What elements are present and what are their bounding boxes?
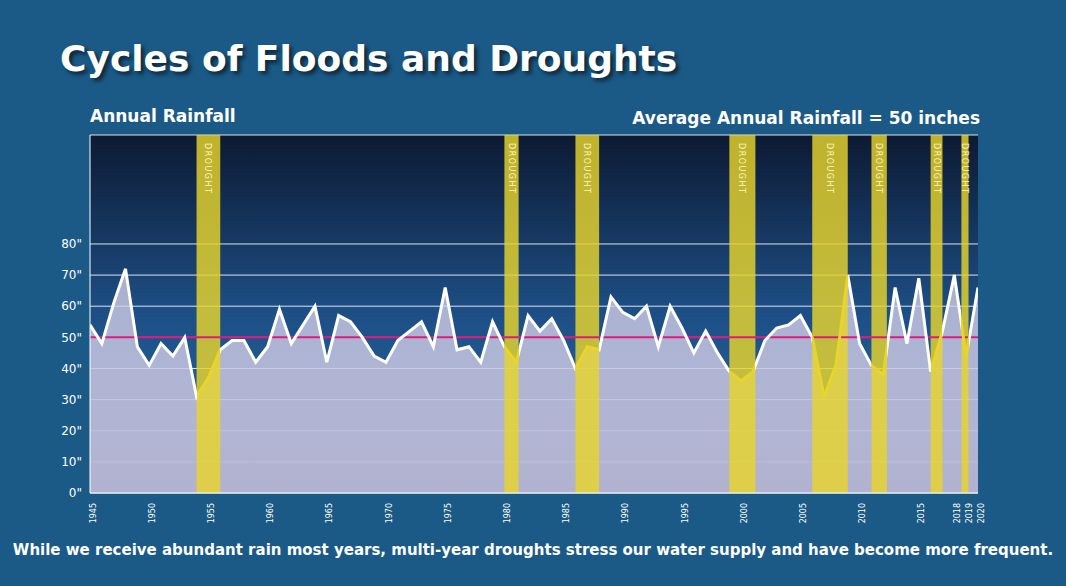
svg-text:1970: 1970 (385, 503, 394, 523)
svg-text:DROUGHT: DROUGHT (582, 143, 591, 194)
svg-text:DROUGHT: DROUGHT (737, 143, 746, 194)
svg-text:1950: 1950 (148, 503, 157, 523)
svg-text:40": 40" (61, 362, 82, 376)
svg-text:70": 70" (61, 268, 82, 282)
svg-text:50": 50" (61, 331, 82, 345)
svg-text:2015: 2015 (917, 503, 926, 523)
svg-text:DROUGHT: DROUGHT (874, 143, 883, 194)
svg-text:1960: 1960 (266, 503, 275, 523)
svg-text:DROUGHT: DROUGHT (203, 143, 212, 194)
svg-text:2010: 2010 (858, 503, 867, 523)
svg-text:2020: 2020 (977, 503, 986, 523)
svg-text:60": 60" (61, 299, 82, 313)
svg-text:20": 20" (61, 424, 82, 438)
svg-text:1945: 1945 (89, 503, 98, 523)
html-text:Annual Rainfall: Annual Rainfall (90, 106, 236, 126)
svg-text:30": 30" (61, 393, 82, 407)
svg-text:DROUGHT: DROUGHT (960, 143, 969, 194)
svg-text:2019: 2019 (965, 503, 974, 523)
svg-text:10": 10" (61, 455, 82, 469)
svg-text:DROUGHT: DROUGHT (507, 143, 516, 194)
svg-text:1990: 1990 (621, 503, 630, 523)
svg-text:1975: 1975 (444, 503, 453, 523)
svg-text:2005: 2005 (799, 503, 808, 523)
svg-text:2018: 2018 (953, 503, 962, 523)
svg-text:1985: 1985 (562, 503, 571, 523)
svg-text:1955: 1955 (207, 503, 216, 523)
svg-text:1980: 1980 (503, 503, 512, 523)
svg-text:DROUGHT: DROUGHT (825, 143, 834, 194)
svg-text:1965: 1965 (325, 503, 334, 523)
html-text:While we receive abundant rain: While we receive abundant rain most year… (12, 541, 1054, 559)
svg-text:2000: 2000 (740, 503, 749, 523)
html-text:Average Annual Rainfall = 50 i: Average Annual Rainfall = 50 inches (632, 108, 980, 128)
html-text:Cycles of Floods and Droughts: Cycles of Floods and Droughts (60, 38, 678, 79)
svg-text:80": 80" (61, 237, 82, 251)
svg-text:0": 0" (69, 486, 82, 500)
svg-text:DROUGHT: DROUGHT (932, 143, 941, 194)
svg-text:1995: 1995 (681, 503, 690, 523)
